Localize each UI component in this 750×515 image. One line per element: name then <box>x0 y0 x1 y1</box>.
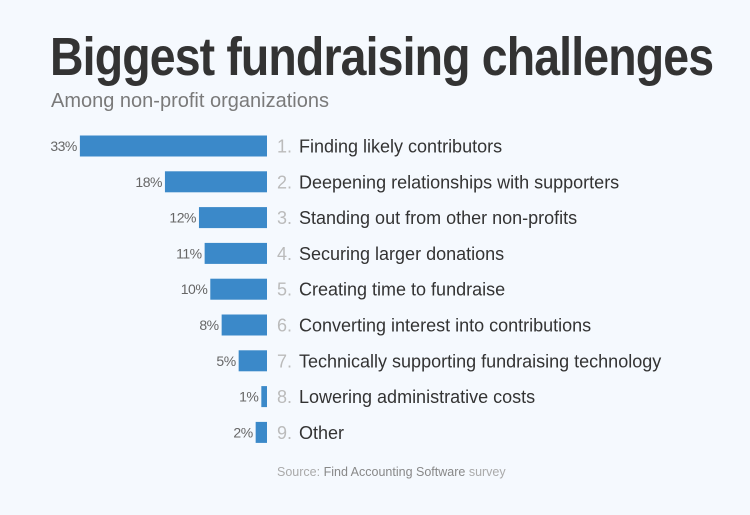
value-label: 10% <box>181 281 208 297</box>
value-label: 18% <box>135 174 162 190</box>
rank-number: 4. <box>277 244 292 264</box>
value-label: 12% <box>169 210 196 226</box>
value-label: 8% <box>199 317 218 333</box>
chart-title: Biggest fundraising challenges <box>50 27 714 87</box>
rank-number: 3. <box>277 208 292 228</box>
category-label: Deepening relationships with supporters <box>299 172 619 192</box>
rank-number: 8. <box>277 387 292 407</box>
value-label: 33% <box>50 138 77 154</box>
category-label: Lowering administrative costs <box>299 387 535 407</box>
source-note: Source: Find Accounting Software survey <box>277 465 506 479</box>
rank-number: 2. <box>277 172 292 192</box>
bar <box>164 171 267 193</box>
rank-number: 7. <box>277 351 292 371</box>
value-label: 11% <box>176 245 202 261</box>
bar <box>79 135 267 157</box>
category-label: Technically supporting fundraising techn… <box>299 351 661 371</box>
category-label: Securing larger donations <box>299 244 504 264</box>
value-label: 2% <box>233 424 252 440</box>
bar <box>204 242 267 264</box>
category-label: Other <box>299 423 344 443</box>
bar <box>210 278 267 300</box>
category-label: Standing out from other non-profits <box>299 208 577 228</box>
bar <box>198 207 267 229</box>
bar <box>261 386 267 408</box>
value-label: 5% <box>216 353 235 369</box>
value-label: 1% <box>239 389 258 405</box>
bar <box>255 421 267 443</box>
source-name: Find Accounting Software <box>323 465 466 479</box>
bar <box>221 314 267 336</box>
chart-subtitle: Among non-profit organizations <box>51 90 329 112</box>
category-label: Finding likely contributors <box>299 137 502 157</box>
rank-number: 9. <box>277 423 292 443</box>
rank-number: 6. <box>277 316 292 336</box>
source-suffix: survey <box>468 465 506 479</box>
rank-number: 5. <box>277 280 292 300</box>
category-label: Creating time to fundraise <box>299 280 505 300</box>
bar <box>238 350 267 372</box>
source-prefix: Source: <box>277 465 321 479</box>
rank-number: 1. <box>277 137 292 157</box>
category-label: Converting interest into contributions <box>299 316 591 336</box>
